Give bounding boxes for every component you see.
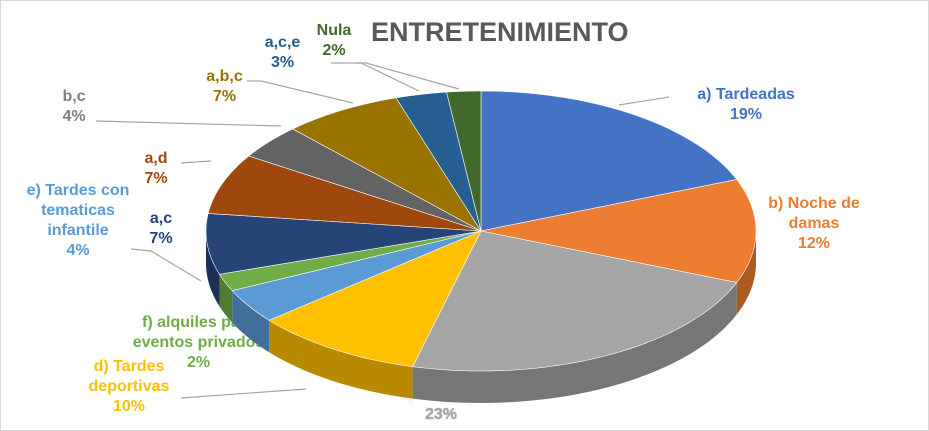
slice-side (736, 231, 756, 315)
slice-side (412, 282, 737, 403)
category-label: f) alquiles para eventos privados (132, 314, 265, 351)
leader-line (618, 96, 670, 106)
data-label: a,c,e 3% (255, 33, 310, 73)
leader-lines (95, 62, 670, 399)
slice-side (219, 274, 233, 323)
slice (292, 97, 482, 232)
slice (480, 90, 738, 232)
leader-line (331, 62, 420, 92)
chart-title: ENTRETENIMIENTO (371, 17, 629, 47)
slice (446, 90, 482, 232)
category-label: e) Tardes con tematicas infantile (26, 182, 130, 239)
data-label: a) Tardeadas 19% (661, 85, 831, 125)
value-label: 3% (270, 54, 295, 71)
slice (231, 230, 482, 321)
value-label: 7% (212, 88, 237, 105)
category-label: b,c (62, 88, 86, 105)
leader-line (95, 120, 282, 127)
category-label: a,c,e (264, 34, 301, 51)
leader-line (356, 62, 460, 90)
value-label: 12% (797, 235, 831, 252)
data-label: b) Noche de damas 12% (759, 194, 869, 254)
slice (412, 230, 738, 372)
leader-line (130, 248, 202, 282)
slice-side (232, 290, 270, 353)
value-label: 4% (62, 108, 86, 125)
value-label: 23% (424, 406, 458, 423)
slice (395, 91, 482, 232)
leader-line (180, 388, 307, 399)
slice (205, 213, 482, 275)
data-label: e) Tardes con tematicas infantile 4% (13, 181, 143, 261)
data-label: a,b,c 7% (197, 67, 252, 107)
data-label: b,c 4% (49, 87, 99, 127)
category-label: a,c (149, 210, 173, 227)
slice (248, 128, 482, 232)
data-label: a,c 7% (141, 209, 181, 249)
data-label: f) alquiles para eventos privados 2% (111, 313, 286, 373)
slice (268, 230, 482, 367)
category-label: a,d (144, 150, 168, 167)
slice (218, 230, 482, 291)
data-label: a,d 7% (136, 149, 176, 189)
value-label: 7% (149, 230, 173, 247)
value-label: 19% (729, 106, 763, 123)
leader-line (247, 80, 354, 104)
category-label: Nula (316, 22, 352, 39)
slice (480, 179, 757, 283)
category-label: d) Tardes deportivas (88, 358, 170, 395)
category-label: a,b,c (206, 68, 243, 85)
slice-side (269, 320, 413, 399)
value-label: 7% (144, 170, 168, 187)
data-label: d) Tardes deportivas 10% (69, 357, 189, 417)
value-label: 4% (66, 242, 90, 259)
value-label: 10% (112, 398, 146, 415)
slice-side (206, 231, 220, 307)
data-label: Nula 2% (309, 21, 359, 61)
category-label: a) Tardeadas (697, 86, 795, 103)
value-label: 2% (322, 42, 346, 59)
value-label: 2% (186, 354, 211, 371)
category-label: b) Noche de damas (768, 195, 860, 232)
leader-line (180, 160, 212, 164)
slice (207, 155, 482, 232)
